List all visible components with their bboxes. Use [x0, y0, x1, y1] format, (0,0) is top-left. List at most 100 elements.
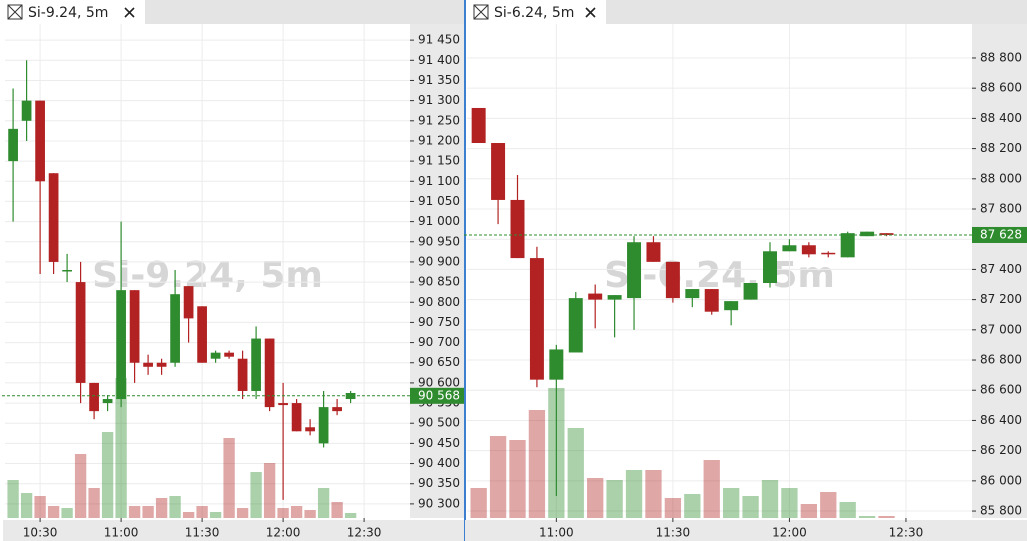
- watermark: Si-6.24, 5m: [604, 255, 835, 296]
- x-tick-label: 12:00: [266, 526, 301, 540]
- tab[interactable]: [466, 0, 606, 24]
- time-axis: [3, 520, 464, 541]
- candle-body: [782, 245, 797, 252]
- volume-bar: [61, 508, 73, 518]
- y-tick-label: 87 800: [980, 202, 1022, 216]
- volume-bar: [20, 493, 33, 518]
- y-tick-label: 90 900: [418, 254, 460, 268]
- volume-bar: [331, 502, 343, 518]
- x-tick-label: 11:00: [539, 526, 574, 540]
- volume-bar: [317, 488, 330, 518]
- candle-body: [237, 358, 248, 391]
- candle-body: [627, 242, 642, 299]
- candle-body: [568, 298, 583, 353]
- candle-body: [879, 233, 894, 235]
- candle-body: [704, 289, 719, 312]
- candle-body: [345, 392, 356, 400]
- y-tick-label: 90 850: [418, 275, 460, 289]
- candle-body: [48, 173, 59, 262]
- volume-bar: [101, 432, 114, 518]
- candle-body: [588, 293, 603, 300]
- y-tick-label: 85 800: [980, 504, 1022, 518]
- candle-body: [860, 231, 875, 237]
- y-tick-label: 90 450: [418, 436, 460, 450]
- y-tick-label: 88 000: [980, 171, 1022, 185]
- tab-icon: [473, 4, 489, 20]
- candle-body: [89, 382, 99, 412]
- volume-bar: [528, 410, 546, 518]
- candle-body: [224, 352, 234, 357]
- tab-close[interactable]: [585, 7, 596, 18]
- candle-body: [305, 427, 315, 432]
- volume-bar: [839, 502, 856, 518]
- y-tick-label: 91 100: [418, 174, 460, 188]
- volume-bar: [155, 498, 168, 518]
- y-tick-label: 87 400: [980, 262, 1022, 276]
- y-tick-label: 91 250: [418, 113, 460, 127]
- volume-bar: [304, 510, 316, 518]
- volume-bar: [277, 508, 289, 518]
- y-tick-label: 86 200: [980, 443, 1022, 457]
- tab[interactable]: [0, 0, 145, 24]
- y-tick-label: 86 400: [980, 413, 1022, 427]
- candle-body: [607, 295, 622, 300]
- volume-bar: [7, 480, 19, 518]
- y-tick-label: 86 800: [980, 353, 1022, 367]
- candle-body: [75, 282, 86, 383]
- volume-bar: [182, 512, 195, 518]
- candle-body: [251, 338, 261, 391]
- volume-bar: [470, 488, 487, 518]
- candle-body: [197, 306, 207, 363]
- tab-title[interactable]: Si-9.24, 5m: [28, 5, 108, 21]
- last-price-tag: [410, 387, 464, 404]
- watermark: Si-9.24, 5m: [92, 255, 323, 296]
- x-tick-label: 11:30: [185, 526, 220, 540]
- volume-bar: [567, 428, 584, 518]
- y-tick-label: 90 800: [418, 295, 460, 309]
- candle-body: [102, 399, 113, 404]
- volume-bar: [625, 470, 643, 518]
- candle-body: [763, 251, 777, 284]
- tab-close[interactable]: [124, 7, 135, 18]
- volume-bar: [722, 488, 740, 518]
- tab-icon: [7, 4, 23, 20]
- y-tick-label: 90 950: [418, 234, 460, 248]
- candle-body: [129, 290, 140, 363]
- y-tick-label: 91 200: [418, 133, 460, 147]
- volume-bar: [169, 496, 181, 518]
- candle-body: [318, 407, 329, 444]
- volume-bar: [250, 472, 262, 518]
- y-tick-label: 91 350: [418, 73, 460, 87]
- y-tick-label: 86 000: [980, 473, 1022, 487]
- last-price-label: 90 568: [418, 388, 460, 402]
- volume-bar: [587, 478, 604, 518]
- tab-icon: [7, 4, 23, 20]
- y-tick-label: 90 750: [418, 315, 460, 329]
- volume-bar: [820, 492, 837, 518]
- time-axis: [465, 520, 1027, 541]
- candle-body: [291, 403, 302, 432]
- volume-bar: [703, 460, 720, 518]
- volume-bar: [142, 506, 154, 518]
- volume-bar: [74, 454, 87, 518]
- tab-title[interactable]: Si-6.24, 5m: [494, 5, 574, 21]
- candle-body: [510, 199, 525, 259]
- candle-body: [724, 301, 739, 311]
- y-tick-label: 91 400: [418, 53, 460, 67]
- candle-body: [170, 294, 180, 363]
- volume-bar: [236, 508, 249, 518]
- y-tick-label: 90 600: [418, 375, 460, 389]
- volume-bar: [858, 516, 876, 518]
- x-tick-label: 12:30: [889, 526, 924, 540]
- y-tick-label: 86 600: [980, 383, 1022, 397]
- y-tick-label: 90 400: [418, 456, 460, 470]
- candle-body: [743, 283, 758, 300]
- y-tick-label: 91 300: [418, 93, 460, 107]
- volume-bar: [645, 470, 662, 518]
- y-tick-label: 90 650: [418, 355, 460, 369]
- candle-body: [529, 258, 544, 380]
- tab-icon: [473, 4, 489, 20]
- candle-body: [116, 290, 126, 400]
